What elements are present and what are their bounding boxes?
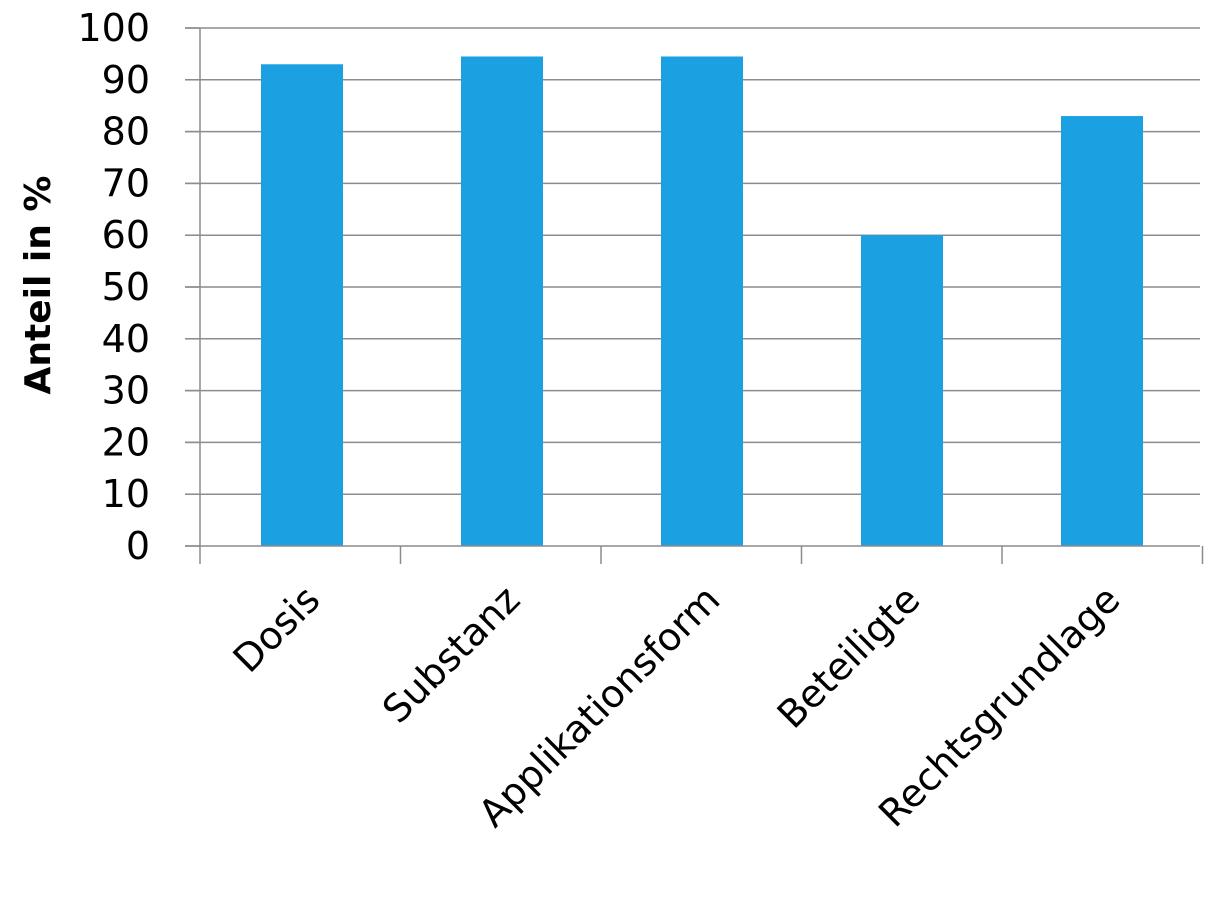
y-tick-label-70: 70 (102, 161, 150, 205)
y-tick-label-100: 100 (77, 6, 150, 50)
x-tick-label-dosis: Dosis (225, 577, 329, 681)
bar-beteiligte (861, 235, 943, 546)
bar-dosis (261, 64, 343, 546)
y-axis-title: Anteil in % (18, 176, 59, 395)
y-tick-label-90: 90 (102, 58, 150, 102)
y-tick-labels: 0 10 20 30 40 50 60 70 80 90 100 (77, 6, 150, 568)
x-tick-label-beteiligte: Beteiligte (769, 577, 929, 737)
y-tick-label-10: 10 (102, 472, 150, 516)
bars (261, 56, 1143, 547)
y-tick-label-60: 60 (102, 213, 150, 257)
y-tick-label-0: 0 (126, 524, 150, 568)
y-tick-label-40: 40 (102, 317, 150, 361)
y-tick-label-50: 50 (102, 265, 150, 309)
bar-substanz (461, 56, 543, 547)
bar-applikationsform (661, 56, 743, 547)
axes (185, 27, 1204, 564)
y-tick-label-20: 20 (102, 420, 150, 464)
y-tick-label-80: 80 (102, 110, 150, 154)
bar-rechtsgrundlage (1061, 116, 1143, 546)
x-tick-label-substanz: Substanz (374, 577, 528, 731)
y-tick-label-30: 30 (102, 369, 150, 413)
